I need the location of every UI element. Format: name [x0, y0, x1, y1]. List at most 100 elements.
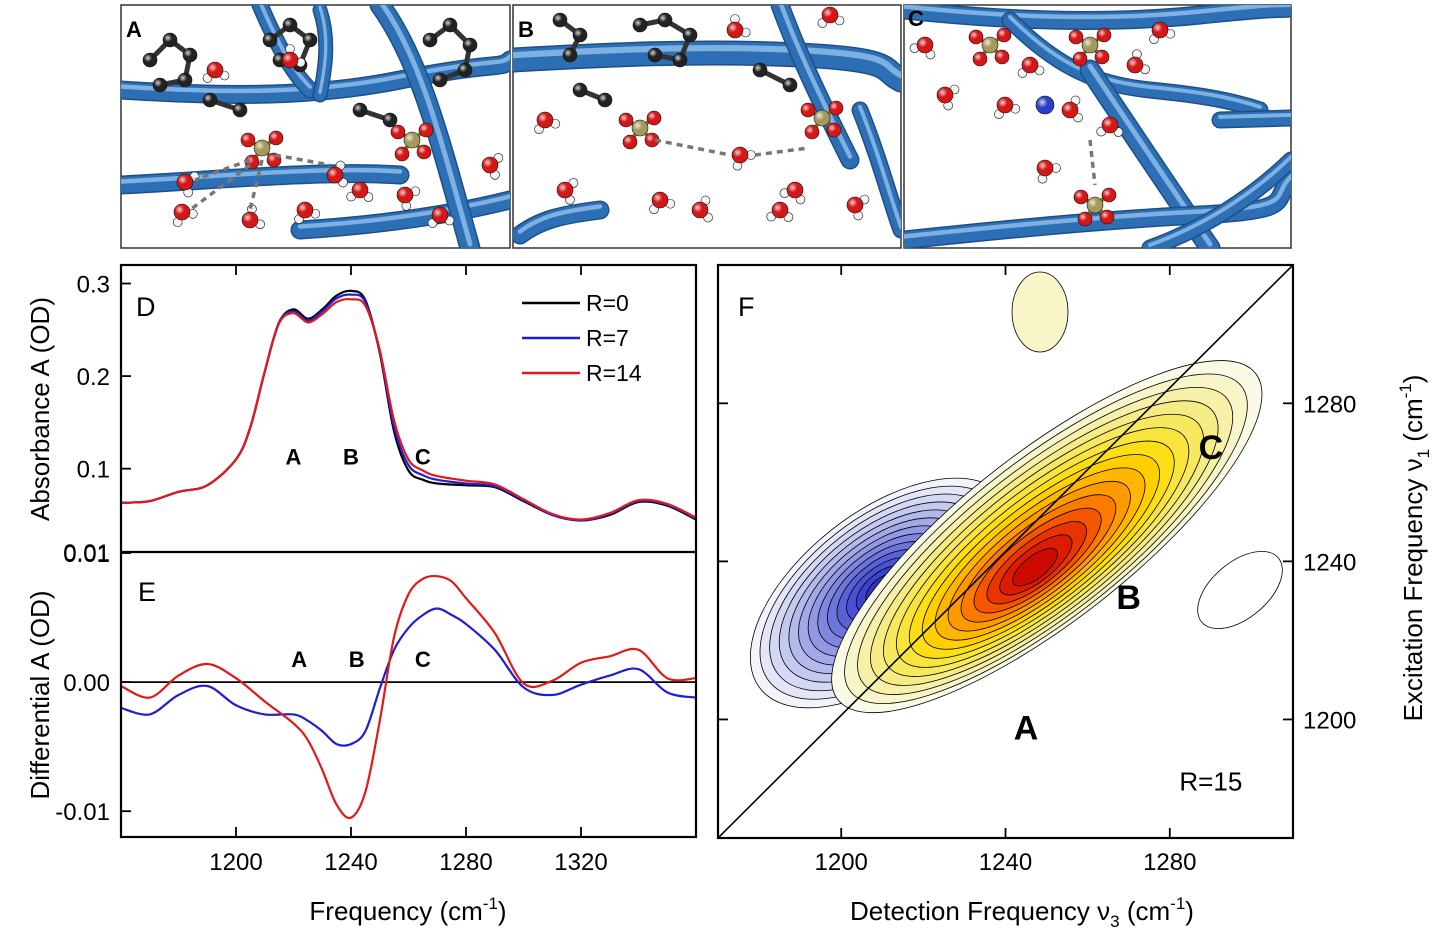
atom-highlight: [619, 113, 633, 127]
atom-highlight: [917, 37, 933, 53]
panel-label-b: B: [518, 17, 534, 42]
panel-label-e: E: [138, 577, 156, 607]
atom-highlight: [1038, 174, 1048, 184]
atom-highlight: [283, 18, 297, 32]
atom-highlight: [1102, 117, 1118, 133]
chart-e-ytick-label: 0.00: [63, 670, 110, 697]
backbone-tube-highlight: [904, 5, 1291, 20]
atom-highlight: [969, 30, 983, 44]
atom-highlight: [443, 18, 457, 32]
chart-f-ytick-label: 1280: [1303, 391, 1356, 418]
atom-highlight: [553, 13, 567, 27]
atom-highlight: [1097, 28, 1111, 42]
backbone-tube-highlight: [778, 5, 853, 159]
chart-f-annotation: R=15: [1179, 767, 1242, 797]
atom-highlight: [1127, 57, 1143, 73]
molecular-render-b: [513, 5, 901, 245]
atom-highlight: [285, 44, 295, 54]
atom-highlight: [1078, 212, 1092, 226]
hydrogen-bond: [1088, 139, 1097, 186]
chart-f-contour-map: [749, 271, 1283, 714]
chart-e-annotation: A: [291, 647, 307, 672]
atom-highlight: [822, 7, 838, 23]
atom-highlight: [1022, 57, 1038, 73]
chart-f-xlabel: Detection Frequency ν3 (cm-1): [850, 894, 1194, 931]
chart-d-series-line: [121, 297, 696, 521]
atom-highlight: [188, 209, 198, 219]
chart-e: 0.01 0.00 -0.01 1200 1240 1280 1320 A B C E: [55, 265, 696, 876]
atom-highlight: [787, 182, 803, 198]
molecular-render-c: [904, 5, 1291, 248]
chart-e-xticks: 1200 1240 1280 1320: [209, 265, 608, 876]
molecular-panel-a: A: [120, 4, 511, 249]
chart-e-yticks: 0.01 0.00 -0.01: [55, 541, 131, 826]
atom-highlight: [741, 27, 751, 37]
chart-d-legend-label: R=14: [586, 360, 642, 386]
atom-highlight: [853, 211, 863, 221]
chart-d-ytick-label: 0.3: [77, 272, 110, 299]
atom-highlight: [847, 197, 863, 213]
molecular-render-a: [121, 5, 510, 248]
atom-highlight: [647, 111, 661, 125]
chart-f-annotation: A: [1014, 709, 1039, 747]
chart-f-faint-contour: [1197, 550, 1283, 630]
atom-highlight: [733, 161, 743, 171]
atom-highlight: [1082, 37, 1098, 53]
atom-highlight: [433, 73, 447, 87]
atom-highlight: [395, 147, 409, 161]
atom-highlight: [269, 131, 283, 145]
chart-e-annotations: A B C: [291, 647, 431, 672]
atom-highlight: [982, 37, 998, 53]
backbone-tube-highlight: [904, 174, 1291, 239]
chart-d-annotations: A B C: [286, 445, 431, 470]
atom-highlight: [458, 63, 472, 77]
atom-highlight: [814, 110, 830, 126]
atom-highlight: [1100, 210, 1114, 224]
atom-highlight: [383, 113, 397, 127]
atom-highlight: [183, 188, 193, 198]
chart-f-ylabel: Excitation Frequency ν1 (cm-1): [1396, 375, 1433, 722]
atom-highlight: [1069, 30, 1083, 44]
backbone-tube-highlight: [379, 5, 473, 247]
hydrogen-bond: [188, 163, 252, 212]
chart-e-ytick-label: -0.01: [55, 799, 110, 826]
atom-highlight: [673, 53, 687, 67]
atom-highlight: [537, 112, 553, 128]
atom-highlight: [753, 63, 767, 77]
atom-highlight: [772, 202, 788, 218]
atom-highlight: [1152, 22, 1168, 38]
backbone-tube-highlight: [1218, 112, 1291, 119]
hydrogen-bond: [754, 146, 809, 157]
chart-f-xtick-label: 1280: [1143, 849, 1196, 876]
atom-highlight: [419, 123, 433, 137]
chart-f-ticks: 1200 1240 1280 1200 1240 1280: [718, 265, 1356, 876]
chart-e-xlabel: Frequency (cm-1): [309, 894, 506, 926]
atom-highlight: [652, 192, 668, 208]
molecular-panel-b: B: [512, 4, 902, 249]
chart-f-ytick-label: 1200: [1303, 707, 1356, 734]
atom-highlight: [153, 78, 167, 92]
chart-f-positive-contour: [1012, 547, 1058, 587]
atom-highlight: [401, 201, 411, 211]
atom-highlight: [1102, 188, 1116, 202]
backbone-tube: [1213, 111, 1291, 127]
hydrogen-bond: [194, 158, 251, 182]
atom-highlight: [482, 157, 498, 173]
atom-highlight: [645, 133, 659, 147]
atom-highlight: [783, 78, 797, 92]
atom-highlight: [254, 140, 270, 156]
atom-highlight: [296, 57, 306, 67]
hydrogen-bond: [654, 138, 731, 157]
chart-f-ytick-label: 1240: [1303, 549, 1356, 576]
atom-highlight: [352, 182, 368, 198]
atom-highlight: [730, 14, 740, 24]
chart-d-ytick-label: 0.2: [77, 364, 110, 391]
chart-f-xtick-label: 1240: [979, 849, 1032, 876]
atom-highlight: [801, 103, 815, 117]
panel-label-d: D: [136, 292, 156, 322]
backbone-tube-highlight: [297, 194, 510, 229]
atom-highlight: [1037, 160, 1053, 176]
chart-e-ytick-label: 0.01: [63, 541, 110, 568]
atom-highlight: [233, 103, 247, 117]
atom-highlight: [432, 207, 448, 223]
